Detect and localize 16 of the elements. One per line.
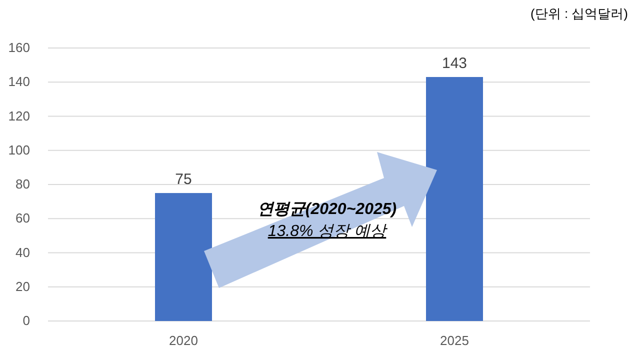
y-tick-label: 140 bbox=[8, 74, 30, 90]
y-tick-label: 80 bbox=[16, 176, 30, 192]
y-tick-label: 40 bbox=[16, 244, 30, 260]
x-tick-label: 2020 bbox=[169, 333, 198, 348]
y-tick-label: 0 bbox=[22, 313, 30, 328]
text: (단위 : 십억달러) bbox=[530, 6, 628, 21]
x-tick-label: 2025 bbox=[440, 333, 469, 348]
annotation: 13.8% 성장 예상 bbox=[268, 223, 388, 240]
y-tick-label: 60 bbox=[16, 210, 30, 226]
annotation: 연평균(2020~2025) bbox=[257, 201, 397, 218]
y-tick-label: 160 bbox=[8, 40, 30, 55]
y-tick-label: 20 bbox=[16, 278, 30, 294]
y-tick-label: 120 bbox=[8, 108, 30, 124]
data-label: 75 bbox=[175, 171, 192, 188]
y-tick-label: 100 bbox=[8, 142, 30, 158]
data-label: 143 bbox=[442, 55, 468, 72]
